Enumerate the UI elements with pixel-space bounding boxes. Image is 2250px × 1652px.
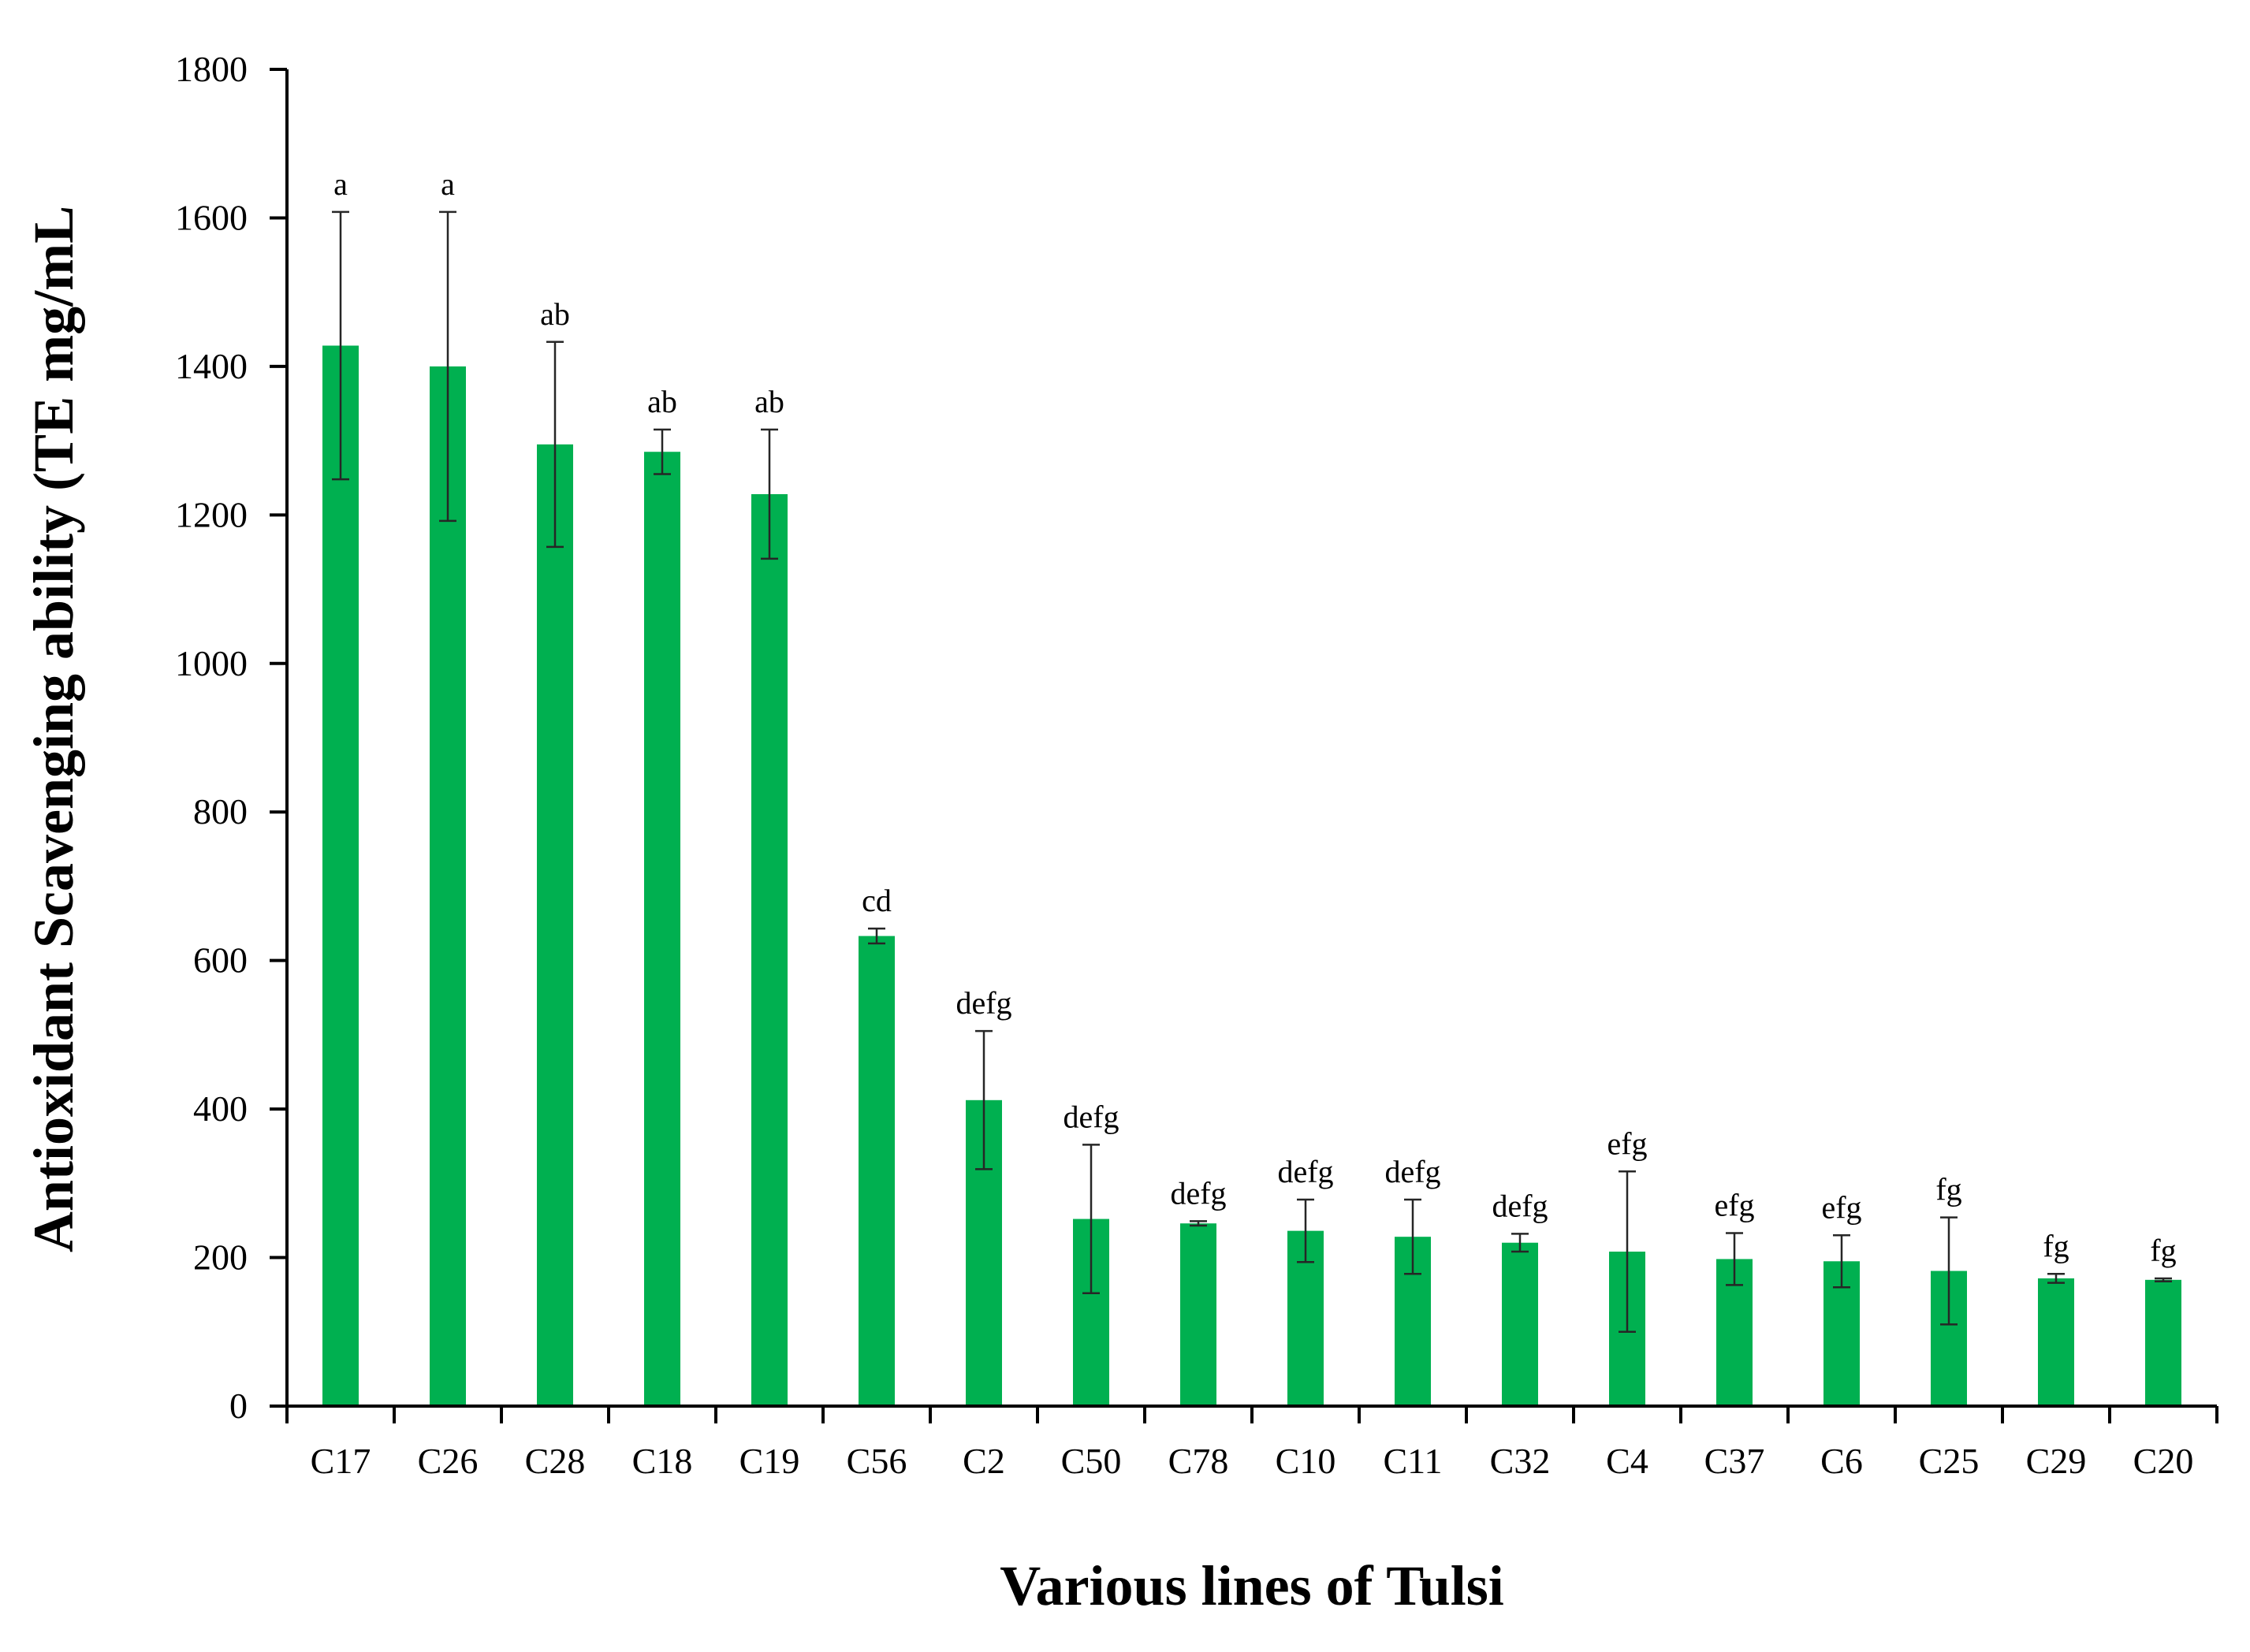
bar-C17 (322, 345, 359, 1407)
significance-label: a (333, 166, 348, 202)
x-tick-label: C56 (847, 1441, 907, 1481)
x-tick-label: C19 (739, 1441, 800, 1481)
bar-C18 (644, 452, 680, 1407)
bar-C56 (859, 936, 895, 1406)
y-tick-label: 0 (229, 1386, 248, 1426)
x-tick-label: C78 (1168, 1441, 1229, 1481)
y-tick-label: 1000 (175, 643, 248, 683)
significance-label: defg (956, 985, 1011, 1021)
bar-C19 (751, 493, 788, 1406)
significance-label: ab (647, 384, 677, 419)
x-tick-label: C2 (963, 1441, 1005, 1481)
y-tick-label: 1200 (175, 494, 248, 534)
significance-label: cd (862, 883, 892, 918)
y-tick-label: 800 (193, 791, 248, 832)
significance-label: defg (1492, 1188, 1548, 1223)
bar-C28 (537, 444, 573, 1406)
x-tick-label: C11 (1384, 1441, 1443, 1481)
y-tick-label: 1800 (175, 49, 248, 89)
significance-labels: a a ab ab ab cd defg defg defg defg defg defg efg efg… (333, 166, 2177, 1268)
significance-label: a (441, 166, 455, 202)
significance-label: efg (1821, 1189, 1861, 1225)
x-axis-ticks: C17 C26 C28 C18 C19 C56 C2 C50 C78 C10 C11 C32 C4 C37… (285, 1406, 2218, 1481)
significance-label: ab (754, 384, 784, 419)
x-tick-label: C4 (1606, 1441, 1648, 1481)
y-axis-title: Antioxidant Scavenging ability (TE mg/mL (22, 206, 85, 1252)
x-tick-label: C28 (525, 1441, 586, 1481)
bars (322, 345, 2181, 1407)
bar-C78 (1180, 1223, 1216, 1406)
x-tick-label: C50 (1061, 1441, 1122, 1481)
y-tick-label: 1600 (175, 197, 248, 237)
significance-label: efg (1607, 1126, 1647, 1161)
significance-label: efg (1714, 1187, 1754, 1222)
x-tick-label: C10 (1276, 1441, 1336, 1481)
y-tick-label: 600 (193, 940, 248, 980)
significance-label: fg (2150, 1233, 2176, 1268)
bar-C20 (2145, 1279, 2181, 1406)
x-tick-label: C17 (311, 1441, 371, 1481)
x-tick-label: C18 (632, 1441, 693, 1481)
y-axis-ticks: 0 200 400 600 800 1000 1200 1400 1600 1800 (175, 49, 287, 1426)
bar-C26 (430, 366, 466, 1406)
significance-label: fg (2043, 1228, 2069, 1263)
x-tick-label: C6 (1820, 1441, 1863, 1481)
x-tick-label: C29 (2026, 1441, 2087, 1481)
x-tick-label: C20 (2133, 1441, 2194, 1481)
x-tick-label: C25 (1919, 1441, 1980, 1481)
significance-label: defg (1277, 1154, 1333, 1189)
significance-label: defg (1384, 1154, 1440, 1189)
x-axis-title: Various lines of Tulsi (1000, 1554, 1504, 1617)
significance-label: fg (1935, 1172, 1961, 1207)
significance-label: ab (540, 296, 570, 332)
bar-C32 (1502, 1242, 1538, 1406)
error-bars (332, 210, 2172, 1334)
bar-C29 (2038, 1278, 2074, 1406)
y-tick-label: 200 (193, 1237, 248, 1278)
x-tick-label: C37 (1704, 1441, 1765, 1481)
significance-label: defg (1063, 1099, 1119, 1134)
significance-label: defg (1170, 1175, 1226, 1211)
x-tick-label: C32 (1490, 1441, 1551, 1481)
x-tick-label: C26 (418, 1441, 479, 1481)
y-tick-label: 400 (193, 1088, 248, 1129)
y-tick-label: 1400 (175, 346, 248, 386)
